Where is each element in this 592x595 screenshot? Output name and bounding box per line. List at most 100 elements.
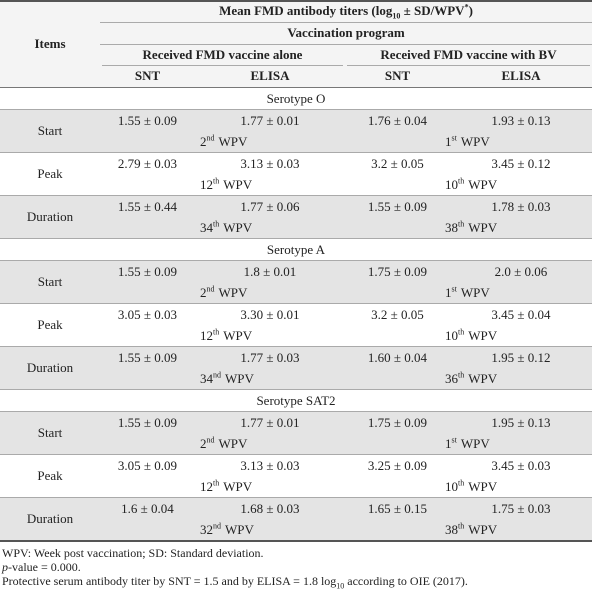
note-unit: WPV xyxy=(468,220,498,235)
value-cell: 3.2 ± 0.05 xyxy=(371,156,424,171)
wpv-note: 10th WPV xyxy=(445,479,497,495)
wpv-note: 34nd WPV xyxy=(200,371,254,387)
rule xyxy=(100,22,592,23)
note-suffix: st xyxy=(451,133,457,143)
note-suffix: nd xyxy=(206,435,215,445)
value-cell: 2.79 ± 0.03 xyxy=(117,156,178,171)
wpv-note: 32nd WPV xyxy=(200,522,254,538)
footnote: Protective serum antibody titer by SNT =… xyxy=(2,574,468,591)
wpv-note: 36th WPV xyxy=(445,371,497,387)
program-header: Vaccination program xyxy=(287,25,405,40)
serotype-label: Serotype SAT2 xyxy=(256,393,336,408)
wpv-note: 2nd WPV xyxy=(200,285,247,301)
note-unit: WPV xyxy=(223,479,253,494)
row-bg xyxy=(0,110,592,153)
rule xyxy=(0,0,592,2)
note-number: 10 xyxy=(445,479,458,494)
wpv-note: 1st WPV xyxy=(445,436,490,452)
value-cell: 3.45 ± 0.04 xyxy=(491,307,551,322)
value-cell: 1.95 ± 0.13 xyxy=(491,415,551,430)
value-cell: 1.77 ± 0.01 xyxy=(240,113,300,128)
note-suffix: th xyxy=(458,478,465,488)
value-cell: 2.0 ± 0.06 xyxy=(494,264,548,279)
row-label: Start xyxy=(37,274,63,289)
note-suffix: nd xyxy=(213,521,221,531)
note-number: 2 xyxy=(200,134,207,149)
note-suffix: th xyxy=(213,327,220,337)
value-cell: 3.45 ± 0.12 xyxy=(491,156,551,171)
test-header: ELISA xyxy=(250,68,290,83)
row-label: Peak xyxy=(37,317,63,332)
row-label: Duration xyxy=(26,511,74,526)
value-cell: 3.05 ± 0.03 xyxy=(117,307,178,322)
value-cell: 3.13 ± 0.03 xyxy=(240,156,300,171)
value-cell: 1.68 ± 0.03 xyxy=(240,501,300,516)
rule xyxy=(0,238,592,239)
note-unit: WPV xyxy=(468,371,498,386)
wpv-note: 1st WPV xyxy=(445,285,490,301)
note-unit: WPV xyxy=(223,177,253,192)
note-unit: WPV xyxy=(218,285,248,300)
note-number: 10 xyxy=(445,328,458,343)
value-cell: 3.13 ± 0.03 xyxy=(240,458,300,473)
title-text: ± SD/WPV xyxy=(400,3,465,18)
rule xyxy=(0,540,592,542)
note-unit: WPV xyxy=(225,522,254,537)
value-cell: 1.78 ± 0.03 xyxy=(491,199,551,214)
value-cell: 3.05 ± 0.09 xyxy=(117,458,178,473)
wpv-note: 12th WPV xyxy=(200,328,252,344)
value-cell: 1.77 ± 0.03 xyxy=(240,350,300,365)
footnote-text: according to OIE (2017). xyxy=(344,574,468,588)
note-number: 32 xyxy=(200,522,213,537)
note-number: 2 xyxy=(200,285,207,300)
note-suffix: nd xyxy=(206,133,215,143)
title-text: ) xyxy=(468,3,473,18)
wpv-note: 10th WPV xyxy=(445,328,497,344)
value-cell: 1.76 ± 0.04 xyxy=(367,113,428,128)
wpv-note: 12th WPV xyxy=(200,177,252,193)
note-unit: WPV xyxy=(225,371,254,386)
group-header: Received FMD vaccine alone xyxy=(142,47,303,62)
value-cell: 1.77 ± 0.01 xyxy=(240,415,300,430)
title-sup: * xyxy=(464,2,469,12)
note-unit: WPV xyxy=(223,220,253,235)
note-suffix: nd xyxy=(206,284,215,294)
note-number: 1 xyxy=(445,285,452,300)
footnote: WPV: Week post vaccination; SD: Standard… xyxy=(2,546,264,560)
note-number: 36 xyxy=(445,371,458,386)
footnote-sub: 10 xyxy=(336,581,345,591)
row-bg xyxy=(0,196,592,239)
rule xyxy=(0,152,592,153)
items-header: Items xyxy=(34,36,66,51)
rule xyxy=(347,65,590,66)
rule xyxy=(102,65,343,66)
note-number: 1 xyxy=(445,134,452,149)
note-unit: WPV xyxy=(468,522,498,537)
value-cell: 1.93 ± 0.13 xyxy=(491,113,551,128)
wpv-note: 34th WPV xyxy=(200,220,252,236)
note-suffix: th xyxy=(213,219,220,229)
table-title: Mean FMD antibody titers (log10 ± SD/WPV… xyxy=(100,2,592,20)
value-cell: 1.77 ± 0.06 xyxy=(240,199,300,214)
rule xyxy=(0,109,592,110)
note-number: 1 xyxy=(445,436,452,451)
note-suffix: th xyxy=(213,176,220,186)
value-cell: 1.55 ± 0.44 xyxy=(117,199,178,214)
row-label: Peak xyxy=(37,166,63,181)
note-unit: WPV xyxy=(460,436,490,451)
value-cell: 1.95 ± 0.12 xyxy=(491,350,551,365)
value-cell: 1.55 ± 0.09 xyxy=(117,264,178,279)
wpv-note: 38th WPV xyxy=(445,522,497,538)
note-suffix: nd xyxy=(213,370,221,380)
rule xyxy=(0,497,592,498)
title-text: Mean FMD antibody titers (log xyxy=(219,3,393,18)
rule xyxy=(0,303,592,304)
wpv-note: 38th WPV xyxy=(445,220,497,236)
note-number: 38 xyxy=(445,522,458,537)
note-number: 10 xyxy=(445,177,458,192)
test-header: SNT xyxy=(384,68,411,83)
row-label: Start xyxy=(37,123,63,138)
rule xyxy=(0,87,592,88)
rule xyxy=(0,411,592,412)
note-suffix: th xyxy=(458,327,465,337)
